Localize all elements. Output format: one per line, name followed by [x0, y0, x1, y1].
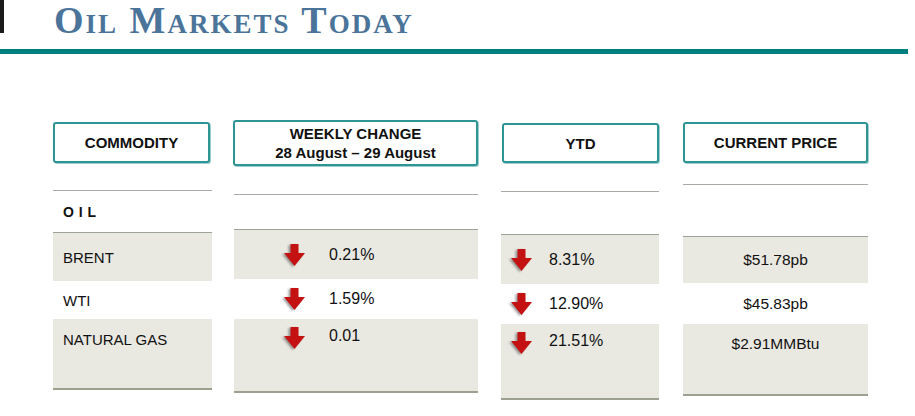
down-arrow-icon: [511, 249, 532, 271]
header-current-price: CURRENT PRICE: [683, 122, 868, 163]
price-cell-wti: $45.83pb: [683, 283, 868, 324]
header-commodity: COMMODITY: [53, 122, 210, 163]
header-ytd-label: YTD: [566, 134, 596, 153]
section-row-spacer: [683, 185, 868, 236]
commodity-label: NATURAL GAS: [63, 331, 167, 348]
down-arrow-icon: [284, 327, 305, 349]
down-arrow-icon: [284, 244, 305, 266]
commodity-label: WTI: [63, 292, 91, 309]
section-row-spacer: [234, 195, 478, 229]
ytd-value: 12.90%: [549, 295, 603, 313]
commodity-cell-natural-gas: NATURAL GAS: [53, 319, 212, 390]
section-row-oil: OIL: [53, 191, 212, 232]
weekly-change-value: 0.21%: [329, 246, 374, 264]
header-commodity-label: COMMODITY: [85, 133, 178, 152]
column-ytd: 8.31% 12.90% 21.51%: [501, 191, 659, 400]
price-cell-natural-gas: $2.91MMBtu: [683, 324, 868, 396]
price-cell-brent: $51.78pb: [683, 236, 868, 283]
header-weekly-change-label: WEEKLY CHANGE: [290, 124, 422, 143]
down-arrow-icon: [511, 293, 532, 315]
header-weekly-change: WEEKLY CHANGE 28 August – 29 August: [233, 120, 478, 166]
weekly-change-cell-natural-gas: 0.01: [234, 319, 478, 393]
section-row-spacer: [501, 192, 659, 234]
ytd-cell-natural-gas: 21.51%: [501, 324, 659, 400]
down-arrow-icon: [284, 288, 305, 310]
current-price-value: $51.78pb: [743, 251, 808, 269]
column-commodity: OIL BRENT WTI NATURAL GAS: [53, 190, 212, 390]
page-title: Oil Markets Today: [54, 0, 414, 44]
column-current-price: $51.78pb $45.83pb $2.91MMBtu: [683, 184, 868, 396]
commodity-label: BRENT: [63, 249, 114, 266]
header-current-price-label: CURRENT PRICE: [714, 133, 837, 152]
slide: Oil Markets Today COMMODITY WEEKLY CHANG…: [0, 0, 915, 416]
ytd-cell-brent: 8.31%: [501, 234, 659, 284]
header-weekly-change-period: 28 August – 29 August: [275, 143, 436, 162]
commodity-cell-brent: BRENT: [53, 232, 212, 281]
current-price-value: $2.91MMBtu: [732, 335, 820, 353]
weekly-change-cell-brent: 0.21%: [234, 229, 478, 279]
corner-mark: [0, 0, 4, 33]
ytd-cell-wti: 12.90%: [501, 284, 659, 324]
weekly-change-cell-wti: 1.59%: [234, 279, 478, 319]
ytd-value: 21.51%: [549, 332, 603, 350]
commodity-cell-wti: WTI: [53, 281, 212, 319]
section-label-oil: OIL: [63, 204, 101, 220]
current-price-value: $45.83pb: [743, 295, 808, 313]
weekly-change-value: 0.01: [329, 327, 360, 345]
down-arrow-icon: [511, 332, 532, 354]
column-weekly-change: 0.21% 1.59% 0.01: [234, 194, 478, 393]
ytd-value: 8.31%: [549, 251, 594, 269]
title-divider: [0, 49, 908, 54]
weekly-change-value: 1.59%: [329, 290, 374, 308]
header-ytd: YTD: [502, 123, 659, 163]
